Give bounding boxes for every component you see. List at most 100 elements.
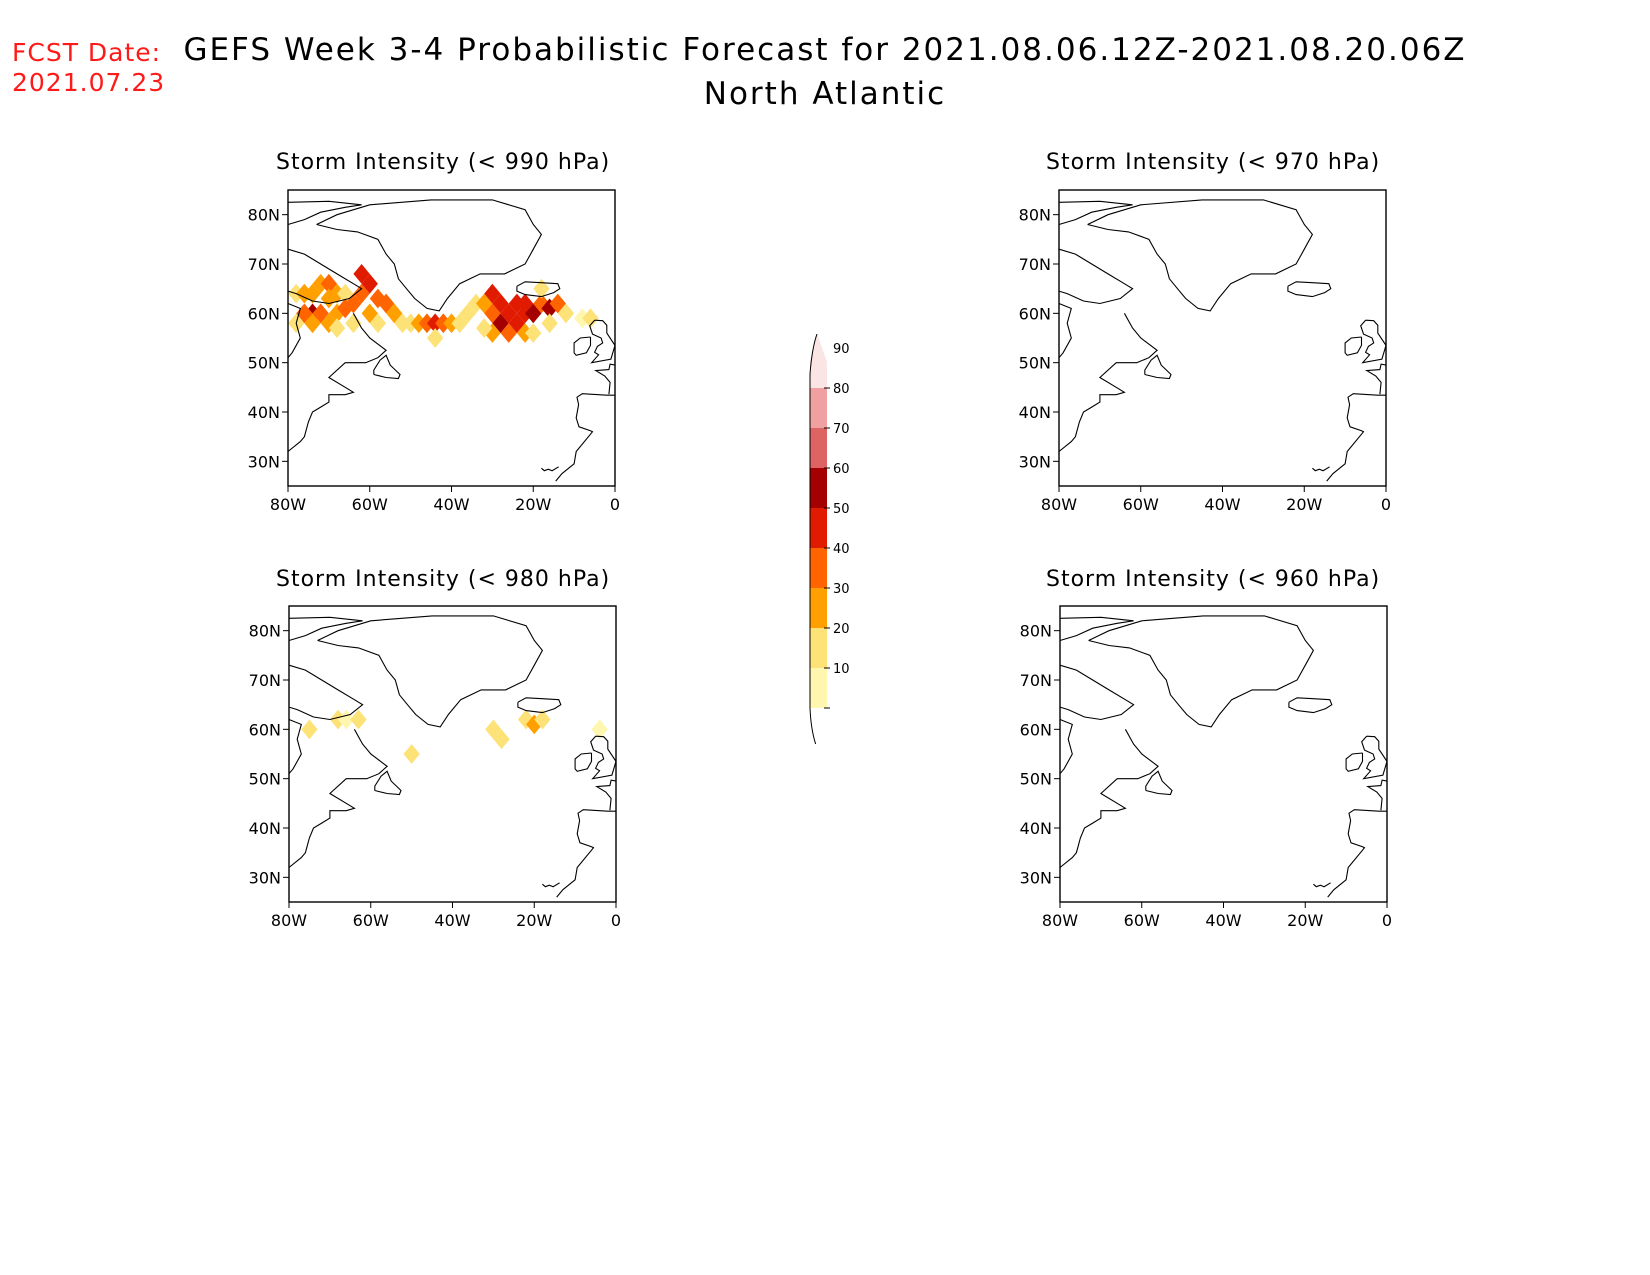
colorbar-svg: 10 20 30 40 50 60 70 80 90 (809, 333, 850, 749)
coastline (542, 882, 560, 888)
colorbar: 10 20 30 40 50 60 70 80 90 (805, 333, 865, 749)
probability-cell-core (512, 298, 521, 309)
lon-label: 0 (1382, 911, 1392, 930)
lon-label: 0 (611, 911, 621, 930)
lat-label: 40N (248, 403, 280, 422)
lat-label: 80N (248, 206, 280, 225)
lat-label: 80N (1020, 622, 1052, 641)
lon-label: 20W (515, 495, 551, 514)
probability-cell-core (316, 308, 325, 319)
colorbar-label: 60 (833, 462, 850, 477)
main-title: GEFS Week 3-4 Probabilistic Forecast for… (183, 32, 1467, 68)
coastline (288, 729, 388, 868)
fcst-date-value: 2021.07.23 (12, 68, 166, 97)
probability-cell-core (308, 288, 317, 299)
lon-label: 20W (1287, 911, 1323, 930)
colorbar-cell (810, 428, 827, 468)
lon-label: 40W (433, 495, 469, 514)
probability-cell-core (529, 328, 538, 338)
lon-label: 60W (352, 495, 388, 514)
coastline (1059, 616, 1134, 642)
lat-label: 70N (249, 671, 281, 690)
probability-cell-core (357, 288, 366, 299)
probability-cell-core (553, 298, 562, 309)
lon-label: 60W (1124, 911, 1160, 930)
map-svg: 80N 70N 60N 50N 40N 30N 80W 60W 40W 20W 0 (248, 189, 620, 514)
lat-label: 40N (249, 819, 281, 838)
lat-label: 40N (1020, 819, 1052, 838)
probability-cell-core (545, 318, 554, 329)
probability-cell-core (316, 278, 325, 289)
probability-cell-core (488, 328, 497, 338)
probability-cell-core (595, 724, 604, 735)
panel-title-970: Storm Intensity (< 970 hPa) (1046, 150, 1381, 175)
coastline (1288, 697, 1333, 714)
colorbar-label: 20 (833, 622, 850, 637)
lat-label: 50N (249, 770, 281, 789)
coastline (288, 664, 364, 721)
coastline (1326, 393, 1386, 482)
probability-cell-core (447, 318, 456, 329)
coastline (1087, 199, 1314, 312)
region-subtitle: North Atlantic (703, 76, 947, 112)
colorbar-label: 40 (833, 542, 850, 557)
probability-cell-core (538, 714, 547, 725)
coastline (317, 615, 544, 728)
probability-cell-core (300, 288, 309, 299)
coastline (1327, 809, 1387, 898)
probability-cell-core (332, 323, 342, 334)
lat-label: 50N (1019, 354, 1051, 373)
coastline (1345, 752, 1364, 772)
probability-cell-core (504, 328, 513, 338)
map-group: 80N 70N 60N 50N 40N 30N 80W 60W 40W 20W 0 (1020, 605, 1392, 930)
lon-label: 80W (271, 911, 307, 930)
colorbar-label: 10 (833, 662, 850, 677)
coastline (594, 363, 616, 395)
probability-cell-core (521, 714, 531, 725)
lat-label: 30N (249, 868, 281, 887)
coastline (1058, 200, 1133, 226)
colorbar-cell (810, 388, 827, 428)
probability-cell-core (342, 714, 351, 725)
coastline (1287, 281, 1332, 298)
coastline (1059, 729, 1159, 868)
coastline (1059, 718, 1073, 775)
map-svg: 80N 70N 60N 50N 40N 30N 80W 60W 40W 20W 0 (1020, 605, 1392, 930)
probability-cell-core (520, 328, 530, 338)
lat-label: 80N (249, 622, 281, 641)
coastline (287, 313, 387, 452)
map-frame (287, 189, 616, 487)
panel-title-980: Storm Intensity (< 980 hPa) (276, 567, 611, 592)
lat-label: 30N (1020, 868, 1052, 887)
probability-cell-core (520, 308, 530, 319)
probability-cell-core (545, 303, 554, 314)
map-frame (1058, 189, 1387, 487)
probability-cell-core (422, 318, 432, 329)
lon-label: 80W (270, 495, 306, 514)
probability-cell-core (431, 333, 440, 343)
lon-label: 40W (1204, 495, 1240, 514)
lon-label: 40W (1205, 911, 1241, 930)
probability-cell-core (333, 714, 343, 725)
probability-cell-core (530, 719, 539, 730)
coastline (1144, 354, 1172, 380)
colorbar-label: 50 (833, 502, 850, 517)
coastline (516, 281, 561, 298)
probability-cell-core (341, 288, 350, 299)
lat-label: 30N (1019, 452, 1051, 471)
lon-label: 60W (1123, 495, 1159, 514)
probability-cell-core (305, 724, 314, 735)
coastline (1059, 664, 1135, 721)
probability-cell-core (497, 734, 506, 745)
colorbar-cell (810, 468, 827, 508)
probability-cell-core (512, 318, 521, 329)
probability-cell-core (354, 714, 363, 725)
lat-label: 50N (248, 354, 280, 373)
lon-label: 40W (434, 911, 470, 930)
probability-cell-core (414, 318, 423, 329)
map-frame (288, 605, 617, 903)
colorbar-cell (810, 668, 827, 708)
coastline (287, 302, 301, 359)
coastline (288, 718, 302, 775)
coastline (1344, 336, 1363, 356)
